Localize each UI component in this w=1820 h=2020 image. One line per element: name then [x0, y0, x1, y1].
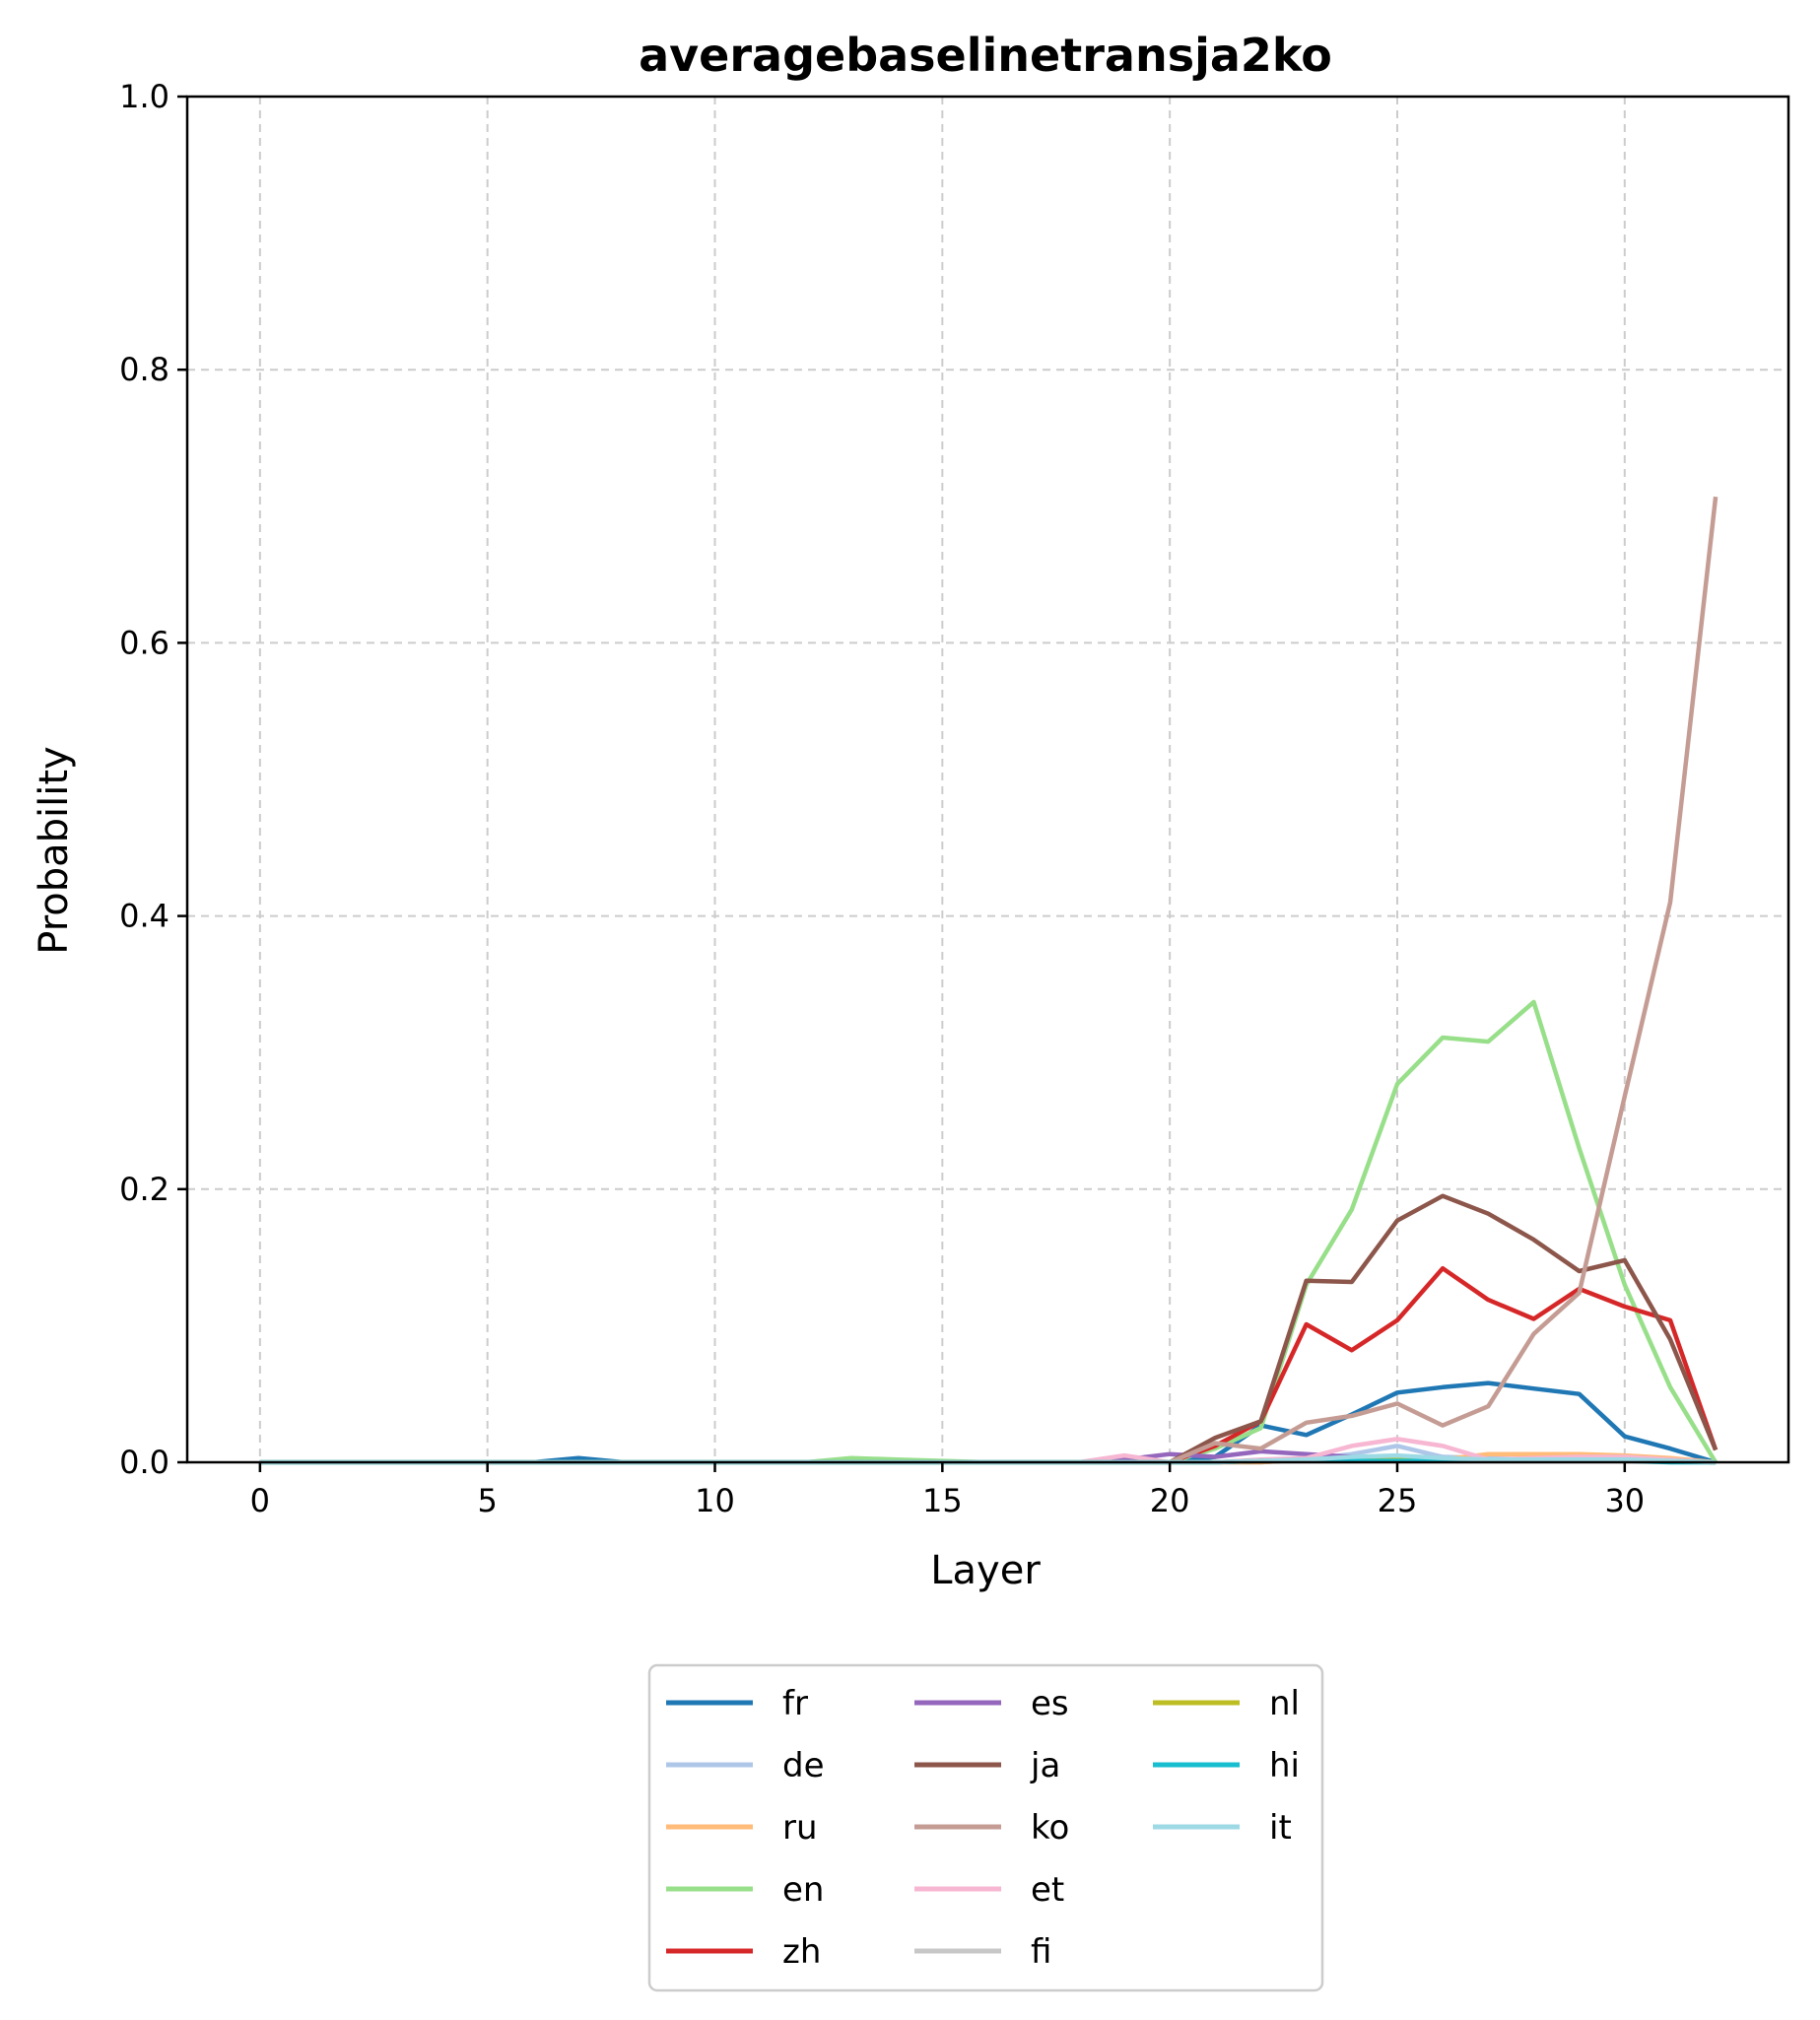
- x-tick-label: 5: [478, 1482, 498, 1519]
- y-tick-label: 0.0: [119, 1444, 169, 1481]
- x-axis-label: Layer: [930, 1548, 1041, 1593]
- legend-label-fi: fi: [1031, 1932, 1051, 1972]
- legend-label-de: de: [782, 1746, 825, 1785]
- legend-label-et: et: [1031, 1870, 1064, 1910]
- legend: fr de ru en zh es ja ko et fi nl hi it: [647, 1663, 1324, 1992]
- y-axis-ticks: 0.0 0.2 0.4 0.6 0.8 1.0: [119, 78, 187, 1481]
- x-tick-label: 10: [695, 1482, 735, 1519]
- x-tick-label: 15: [922, 1482, 963, 1519]
- legend-label-fr: fr: [782, 1684, 808, 1723]
- legend-label-ja: ja: [1030, 1746, 1060, 1785]
- series-line-ja: [259, 1193, 1719, 1465]
- x-tick-label: 20: [1150, 1482, 1190, 1519]
- y-tick-label: 0.4: [119, 898, 169, 935]
- x-axis-ticks: 0 5 10 15 20 25 30: [250, 1462, 1645, 1519]
- legend-label-ru: ru: [782, 1808, 818, 1848]
- legend-label-it: it: [1269, 1808, 1292, 1848]
- y-tick-label: 0.2: [119, 1171, 169, 1208]
- series-lines: [259, 496, 1719, 1465]
- legend-label-en: en: [782, 1870, 824, 1910]
- chart-title: averagebaselinetransja2ko: [639, 29, 1332, 82]
- x-tick-label: 0: [250, 1482, 270, 1519]
- legend-label-nl: nl: [1269, 1684, 1300, 1723]
- y-tick-label: 1.0: [119, 78, 169, 115]
- legend-label-zh: zh: [782, 1932, 821, 1972]
- grid: [187, 97, 1788, 1462]
- x-tick-label: 30: [1604, 1482, 1645, 1519]
- series-line-ko: [259, 496, 1719, 1465]
- y-tick-label: 0.6: [119, 624, 169, 661]
- legend-label-es: es: [1031, 1684, 1069, 1723]
- y-tick-label: 0.8: [119, 351, 169, 388]
- plot-frame: [185, 95, 1790, 1464]
- series-line-zh: [259, 1265, 1719, 1465]
- legend-label-ko: ko: [1031, 1808, 1069, 1848]
- legend-label-hi: hi: [1269, 1746, 1300, 1785]
- x-tick-label: 25: [1378, 1482, 1418, 1519]
- y-axis-label: Probability: [32, 746, 77, 954]
